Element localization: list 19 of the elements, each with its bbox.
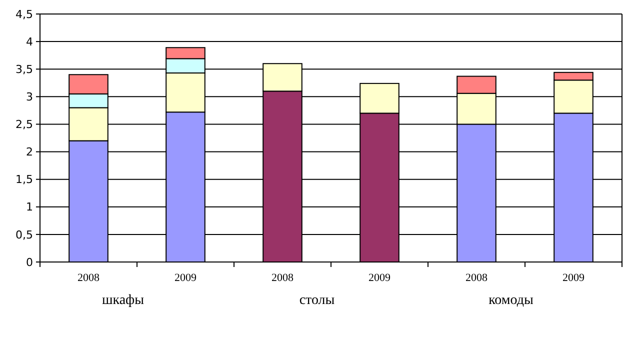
y-tick-label: 2 [26, 146, 33, 159]
y-tick-label: 3,5 [16, 62, 33, 76]
y-tick-label: 4,5 [16, 8, 33, 21]
text: шкафы [102, 293, 145, 308]
x-tick-label: 2009 [368, 272, 391, 284]
y-tick-label: 1,5 [16, 173, 33, 186]
x-tick-label: 2008 [272, 272, 294, 284]
x-tick-label: 2008 [78, 272, 100, 284]
text: столы [299, 293, 336, 308]
y-tick-label: 0 [26, 256, 33, 269]
y-tick-label: 4 [26, 35, 33, 48]
y-tick-label: 2,5 [16, 118, 33, 132]
x-tick-label: 2009 [174, 272, 197, 284]
y-tick-label: 0,5 [16, 228, 33, 242]
x-tick-label: 2008 [466, 272, 488, 284]
x-tick-label: 2009 [562, 272, 585, 284]
text: комоды [488, 293, 534, 308]
y-tick-label: 1 [26, 200, 33, 214]
y-tick-label: 3 [26, 90, 33, 104]
